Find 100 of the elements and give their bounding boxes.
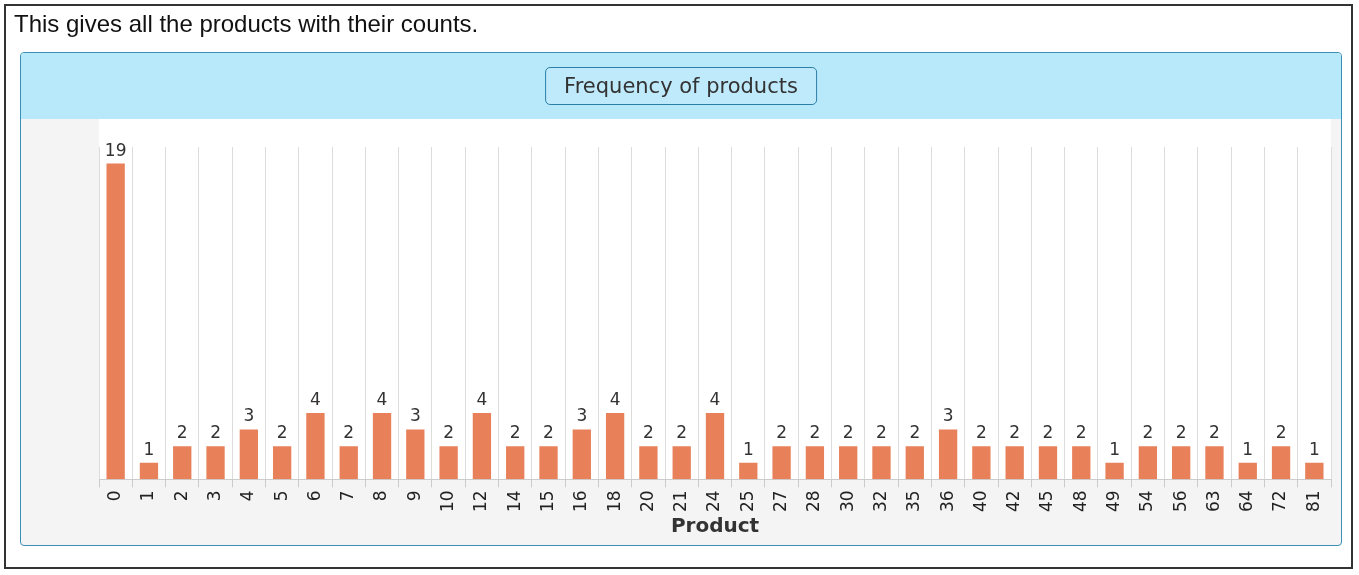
- bar: [1105, 462, 1124, 480]
- bar: [872, 446, 891, 480]
- bar: [672, 446, 691, 480]
- bar: [805, 446, 825, 480]
- data-label: 2: [276, 422, 288, 443]
- bar: [439, 446, 458, 480]
- bar: [772, 446, 791, 480]
- bar: [206, 446, 225, 480]
- data-label: 2: [809, 422, 821, 443]
- x-tick-label: 15: [536, 490, 557, 513]
- x-tick-label: 20: [636, 490, 657, 513]
- bar: [1005, 446, 1024, 480]
- x-tick-label: 45: [1036, 490, 1057, 513]
- bar: [639, 446, 658, 480]
- bar: [1172, 446, 1191, 480]
- x-tick-label: 7: [337, 490, 358, 502]
- bar: [572, 429, 591, 480]
- data-label: 19: [104, 139, 127, 160]
- bar: [139, 462, 159, 480]
- x-tick-label: 49: [1102, 490, 1123, 513]
- data-label: 1: [143, 438, 155, 459]
- x-tick-label: 25: [736, 490, 757, 513]
- bar: [972, 446, 991, 480]
- x-tick-label: 27: [770, 490, 791, 513]
- x-tick-label: 42: [1003, 490, 1024, 513]
- x-tick-label: 40: [969, 490, 990, 513]
- x-tick-label: 2: [170, 490, 191, 502]
- bar: [539, 446, 558, 480]
- x-tick-label: 48: [1069, 490, 1090, 513]
- data-label: 1: [742, 438, 754, 459]
- data-label: 2: [176, 422, 188, 443]
- data-label: 2: [1142, 422, 1154, 443]
- bar: [705, 412, 725, 480]
- bar: [506, 446, 525, 480]
- x-tick-label: 16: [570, 490, 591, 513]
- bar: [1072, 446, 1091, 480]
- data-label: 4: [709, 388, 721, 409]
- data-label: 2: [343, 422, 355, 443]
- data-label: 3: [243, 405, 255, 426]
- data-label: 4: [376, 388, 388, 409]
- data-label: 2: [776, 422, 788, 443]
- x-tick-label: 4: [237, 490, 258, 502]
- data-label: 2: [509, 422, 521, 443]
- bar: [1138, 446, 1158, 480]
- data-label: 2: [210, 422, 221, 443]
- data-label: 2: [543, 422, 554, 443]
- bar: [905, 446, 924, 480]
- x-tick-label: 1: [137, 490, 158, 502]
- data-label: 1: [1242, 438, 1254, 459]
- x-tick-label: 14: [503, 490, 524, 513]
- x-axis-title: Product: [670, 513, 760, 538]
- data-label: 2: [876, 422, 887, 443]
- x-tick-label: 35: [903, 490, 924, 513]
- text: This gives all the products with their counts.: [14, 10, 479, 38]
- data-label: 4: [609, 388, 621, 409]
- data-label: 1: [1109, 438, 1120, 459]
- x-tick-label: 30: [836, 490, 857, 513]
- bar: [1205, 446, 1224, 480]
- x-tick-label: 32: [869, 490, 890, 513]
- x-tick-label: 6: [303, 490, 324, 502]
- data-label: 2: [1175, 422, 1187, 443]
- x-tick-label: 54: [1136, 490, 1157, 513]
- chart-title: Frequency of products: [545, 67, 817, 105]
- x-tick-label: 12: [470, 490, 491, 513]
- x-tick-label: 81: [1302, 490, 1323, 513]
- data-label: 3: [576, 405, 588, 426]
- x-tick-label: 18: [603, 490, 624, 513]
- x-tick-label: 10: [437, 490, 458, 513]
- bar: [938, 429, 958, 480]
- x-tick-label: 24: [703, 490, 724, 513]
- data-label: 2: [443, 422, 455, 443]
- x-tick-label: 56: [1169, 490, 1190, 513]
- bar: [106, 163, 125, 480]
- bar: [739, 462, 758, 480]
- bar: [372, 412, 392, 480]
- data-label: 2: [909, 422, 921, 443]
- bar: [406, 429, 425, 480]
- data-label: 2: [1209, 422, 1220, 443]
- data-label: 2: [975, 422, 987, 443]
- data-label: 4: [310, 388, 321, 409]
- data-label: 2: [676, 422, 688, 443]
- x-tick-label: 5: [270, 490, 291, 502]
- bar: [1038, 446, 1058, 480]
- data-label: 3: [409, 405, 421, 426]
- bar: [173, 446, 192, 480]
- x-tick-label: 0: [104, 490, 125, 502]
- x-tick-label: 9: [403, 490, 424, 502]
- bar: [605, 412, 625, 480]
- bar: [272, 446, 292, 480]
- x-tick-label: 3: [203, 490, 224, 502]
- x-tick-label: 63: [1202, 490, 1223, 513]
- x-tick-label: 21: [670, 490, 691, 513]
- x-tick-label: 36: [936, 490, 957, 513]
- data-label: 1: [1308, 438, 1320, 459]
- x-tick-label: 64: [1236, 490, 1257, 513]
- bar: [1271, 446, 1291, 480]
- bar: [1238, 462, 1257, 480]
- data-label: 3: [942, 405, 954, 426]
- data-label: 2: [1275, 422, 1287, 443]
- data-label: 2: [842, 422, 854, 443]
